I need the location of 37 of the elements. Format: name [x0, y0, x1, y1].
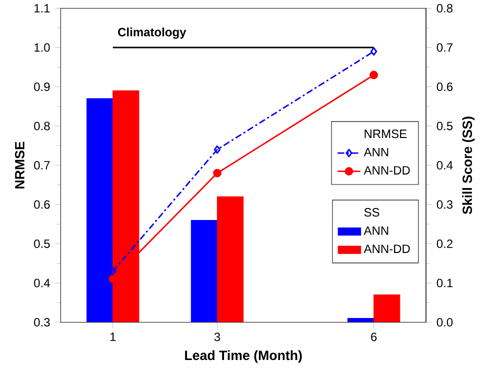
y-tick-label: 0.5	[34, 240, 50, 248]
y-tick-label: 0.3	[34, 318, 50, 327]
y-tick-label: 1.1	[34, 4, 50, 12]
point	[214, 145, 221, 154]
legend-label: ANN	[364, 226, 388, 235]
x-tick-label: 6	[371, 332, 377, 342]
y2-tick-label: 0.7	[436, 43, 452, 52]
legend-label: ANN	[364, 148, 388, 156]
bar	[347, 318, 374, 322]
annotation: NRMSE	[364, 130, 407, 138]
y2-tick-label: 0.0	[436, 318, 453, 327]
legend-label: ANN-DD	[364, 244, 410, 253]
annotation: SS	[364, 208, 380, 217]
x-tick-label: 3	[214, 332, 220, 342]
y-tick-label: 0.9	[34, 82, 50, 92]
legend-label: ANN-DD	[364, 166, 410, 174]
y-tick-label: 0.7	[34, 161, 50, 170]
y2-tick-label: 0.4	[436, 161, 453, 170]
y2-tick-label: 0.8	[436, 4, 453, 13]
y-axis-title: NRMSE	[14, 142, 24, 188]
point	[370, 47, 378, 56]
point	[370, 70, 378, 80]
y-tick-label: 0.6	[34, 200, 50, 209]
y2-tick-label: 0.2	[436, 240, 452, 248]
y2-tick-label: 0.5	[436, 122, 453, 130]
y2-tick-label: 0.1	[436, 278, 452, 288]
y2-tick-label: 0.3	[436, 200, 453, 209]
y-tick-label: 0.8	[34, 122, 50, 130]
point	[213, 168, 222, 178]
y-tick-label: 0.4	[34, 278, 50, 288]
series-label: Climatology	[118, 28, 186, 39]
y-tick-label: 1.0	[34, 43, 50, 52]
bar	[190, 220, 218, 322]
x-axis-title: Lead Time (Month)	[185, 350, 302, 363]
y2-axis-title: Skill Score (SS)	[462, 116, 475, 214]
x-tick-label: 1	[110, 332, 116, 341]
y2-tick-label: 0.6	[436, 82, 453, 92]
